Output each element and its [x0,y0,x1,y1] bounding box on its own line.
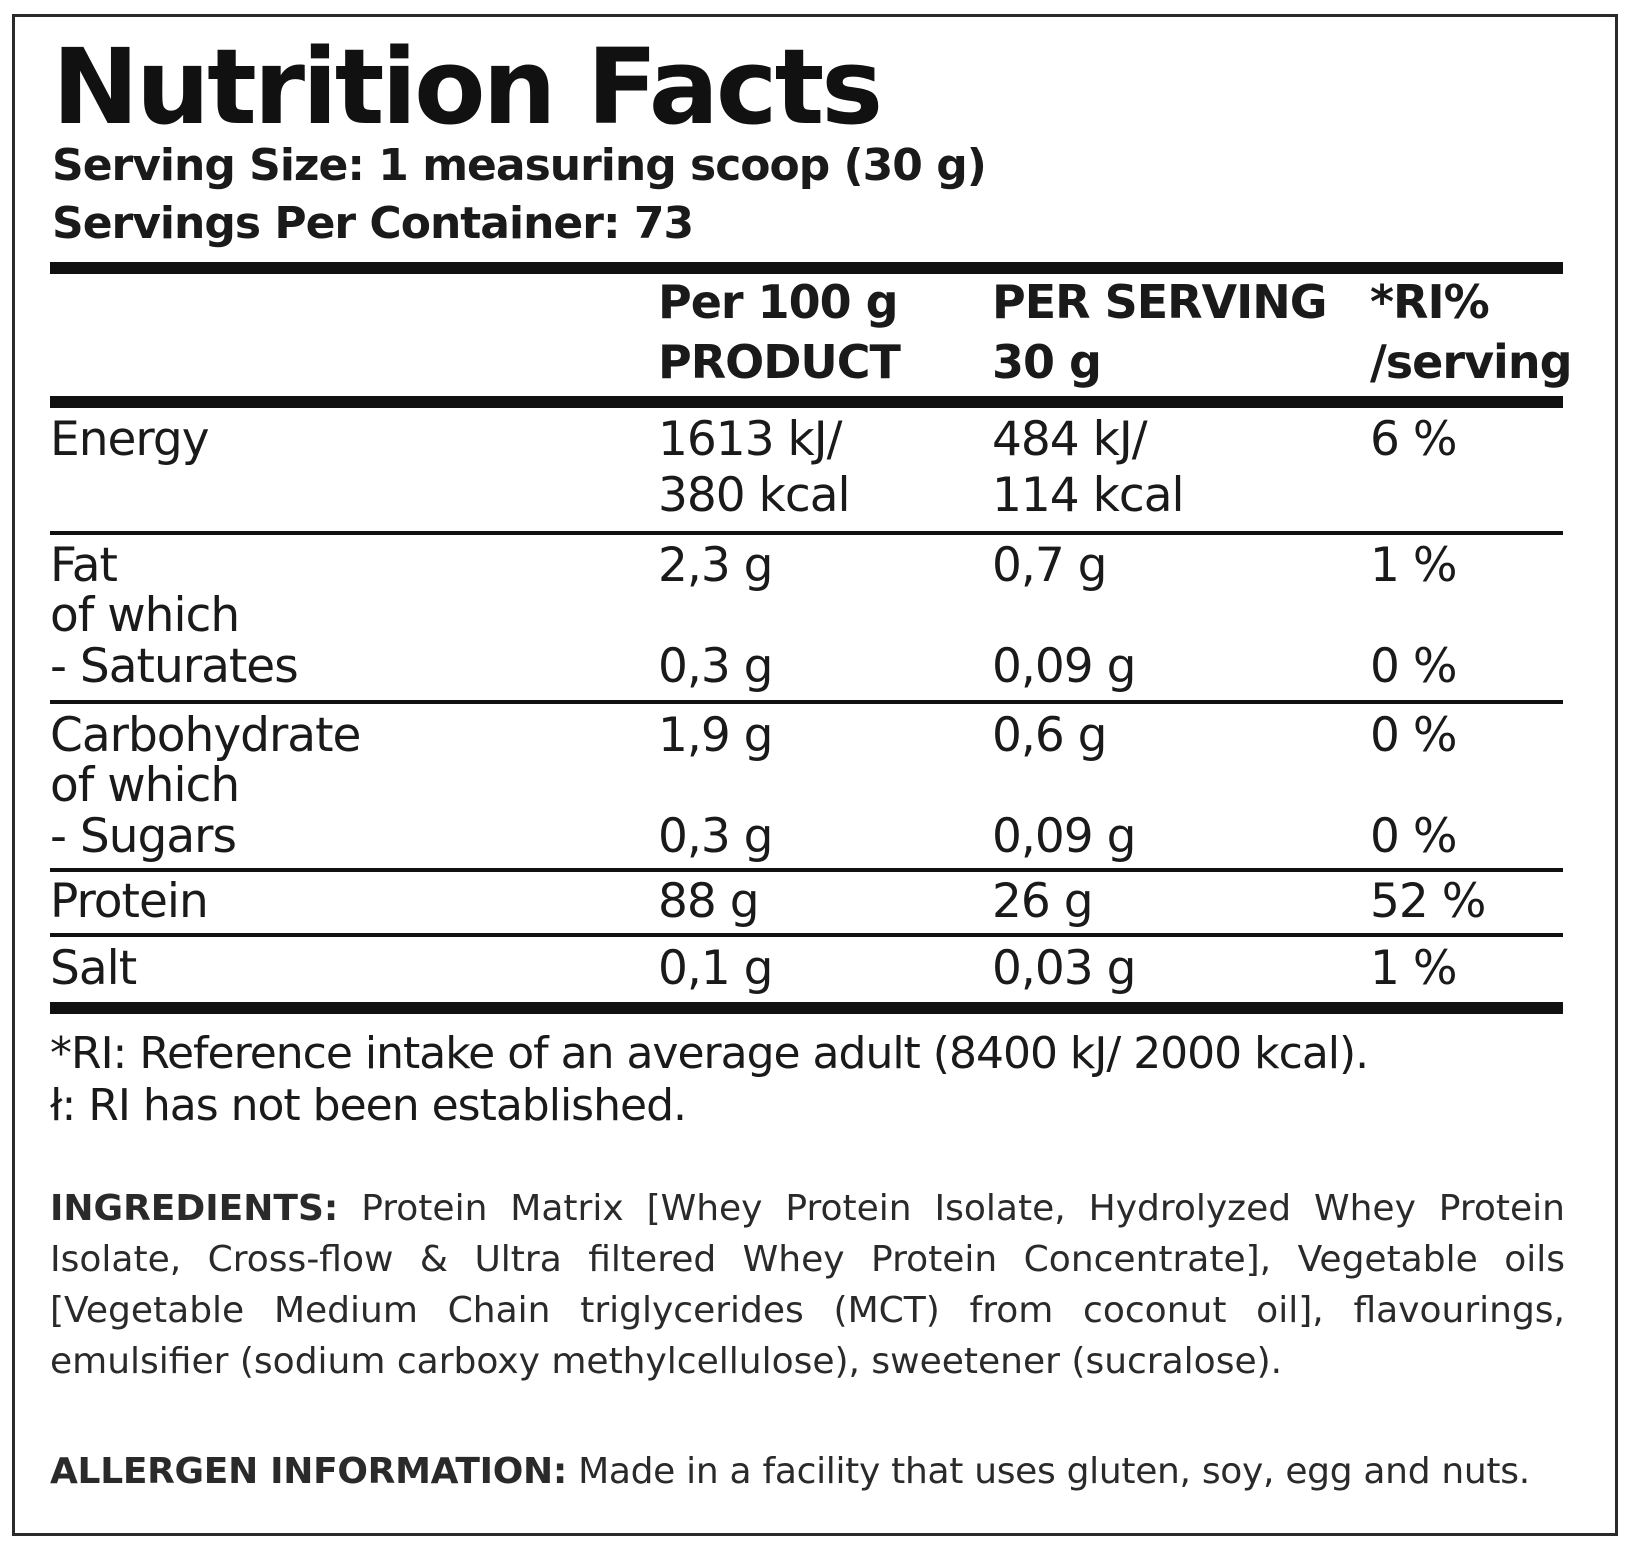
allergen-label: ALLERGEN INFORMATION: [50,1451,567,1492]
row-saturates-name: - Saturates [50,639,299,694]
row-protein-per100: 88 g [658,874,760,929]
row-sugars-per100: 0,3 g [658,809,774,864]
row-sugars-ri: 0 % [1370,809,1458,864]
row-fat-of-which: of which [50,588,240,643]
row-protein-name: Protein [50,874,209,929]
footnote-ri: *RI: Reference intake of an average adul… [50,1028,1369,1079]
row-sugars-name: - Sugars [50,809,237,864]
row-salt-ri: 1 % [1370,941,1458,996]
header-ri-line2: /serving [1370,335,1572,389]
row-energy-per100-kcal: 380 kcal [658,468,851,523]
allergen-paragraph: ALLERGEN INFORMATION: Made in a facility… [50,1447,1530,1497]
row-fat-ri: 1 % [1370,538,1458,593]
servings-per-container: Servings Per Container: 73 [52,198,694,249]
row-salt-per100: 0,1 g [658,941,774,996]
row-fat-name: Fat [50,538,118,593]
header-ri-line1: *RI% [1370,275,1490,329]
header-per100-line2: PRODUCT [658,335,901,389]
row-salt-name: Salt [50,941,137,996]
row-protein-serving: 26 g [992,874,1094,929]
row-carbohydrate-name: Carbohydrate [50,708,361,763]
row-fat-per100: 2,3 g [658,538,774,593]
divider-top-thick [50,262,1563,274]
footnote-not-established: ł: RI has not been established. [50,1080,687,1131]
ingredients-text: Protein Matrix [Whey Protein Isolate, Hy… [50,1188,1565,1382]
serving-size: Serving Size: 1 measuring scoop (30 g) [52,140,987,191]
row-carb-of-which: of which [50,758,240,813]
row-energy-per100-kj: 1613 kJ/ [658,412,842,467]
row-carbohydrate-per100: 1,9 g [658,708,774,763]
divider-protein [50,933,1563,937]
nutrition-facts-title: Nutrition Facts [52,26,883,148]
row-energy-serving-kcal: 114 kcal [992,468,1185,523]
label-frame [12,14,1618,1536]
row-saturates-per100: 0,3 g [658,639,774,694]
row-energy-name: Energy [50,412,210,467]
row-fat-serving: 0,7 g [992,538,1108,593]
divider-energy [50,531,1563,535]
divider-carbohydrate [50,868,1563,872]
row-sugars-serving: 0,09 g [992,809,1136,864]
row-protein-ri: 52 % [1370,874,1486,929]
divider-header-thick [50,396,1563,408]
row-carbohydrate-serving: 0,6 g [992,708,1108,763]
row-energy-serving-kj: 484 kJ/ [992,412,1148,467]
header-serving-line1: PER SERVING [992,275,1328,329]
row-energy-ri: 6 % [1370,412,1458,467]
divider-fat [50,700,1563,704]
header-per100-line1: Per 100 g [658,275,899,329]
row-saturates-ri: 0 % [1370,639,1458,694]
row-salt-serving: 0,03 g [992,941,1136,996]
ingredients-label: INGREDIENTS: [50,1188,339,1229]
allergen-text: Made in a facility that uses gluten, soy… [566,1451,1530,1492]
row-carbohydrate-ri: 0 % [1370,708,1458,763]
divider-bottom-thick [50,1002,1563,1014]
header-serving-line2: 30 g [992,335,1102,389]
row-saturates-serving: 0,09 g [992,639,1136,694]
ingredients-paragraph: INGREDIENTS: Protein Matrix [Whey Protei… [50,1183,1565,1387]
